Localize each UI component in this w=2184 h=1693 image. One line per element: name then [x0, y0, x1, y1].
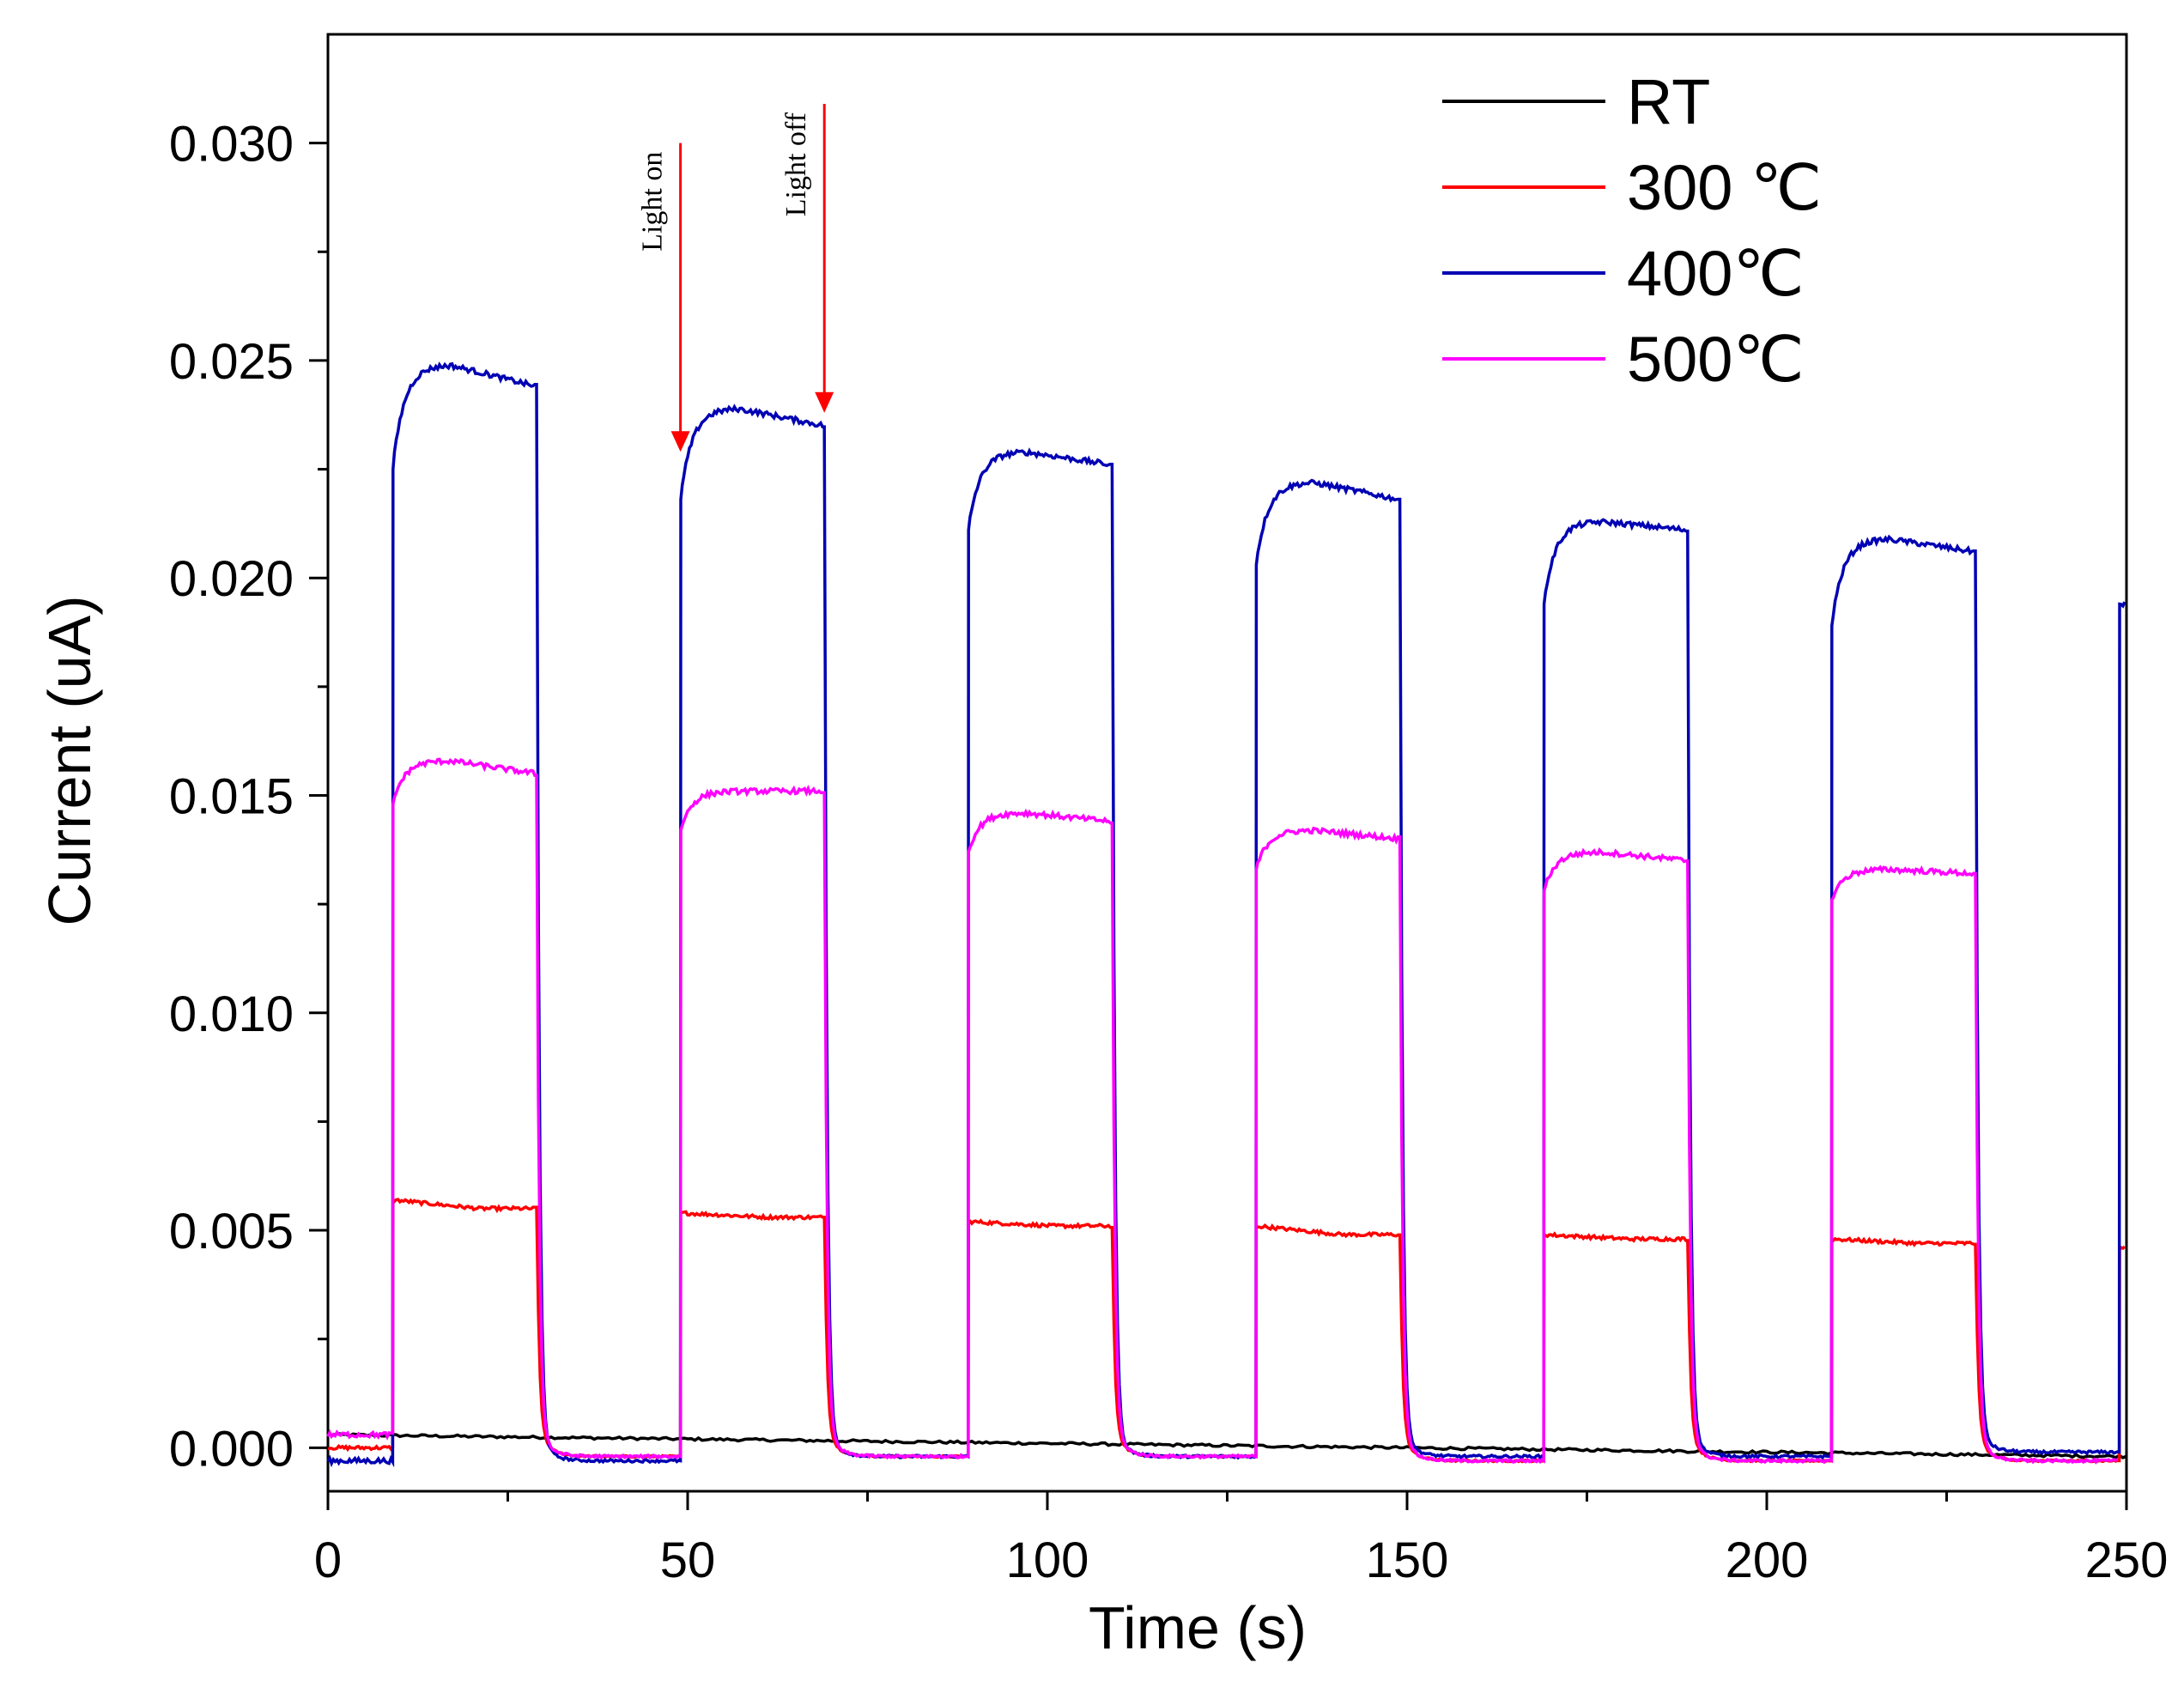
y-tick-label: 0.010 — [169, 986, 294, 1042]
legend-item: RT — [1442, 66, 1710, 137]
series-line-500c — [326, 757, 2118, 1465]
arrow-head — [670, 431, 690, 452]
series-line-rt — [327, 1432, 2127, 1459]
annotation-label: Light off — [780, 112, 812, 216]
series-layer — [326, 361, 2127, 1468]
arrow-head — [815, 391, 834, 413]
y-axis-title: Current (uA) — [36, 595, 103, 925]
legend: RT 300 ℃ 400℃ 500℃ — [1442, 66, 1822, 395]
y-tick-label: 0.025 — [169, 334, 294, 390]
annotation-arrow: Light off — [780, 104, 834, 413]
y-tick-label: 0.000 — [169, 1421, 294, 1477]
x-tick-label: 0 — [314, 1532, 342, 1588]
annotation-layer: Light on Light off — [637, 104, 834, 452]
y-tick-label: 0.020 — [169, 551, 294, 607]
tick-layer — [309, 142, 2128, 1510]
legend-label: RT — [1627, 66, 1710, 137]
plot-frame — [326, 33, 2128, 1493]
legend-item: 400℃ — [1442, 238, 1805, 309]
y-tick-label: 0.030 — [169, 117, 294, 173]
y-tick-label: 0.005 — [169, 1204, 294, 1259]
x-tick-label: 100 — [1006, 1532, 1089, 1588]
x-tick-label: 200 — [1726, 1532, 1809, 1588]
legend-label: 400℃ — [1627, 238, 1805, 309]
x-tick-label: 150 — [1366, 1532, 1449, 1588]
legend-item: 300 ℃ — [1442, 152, 1822, 223]
legend-item: 500℃ — [1442, 324, 1805, 395]
annotation-arrow: Light on — [637, 143, 690, 452]
x-tick-label: 250 — [2085, 1532, 2169, 1588]
legend-label: 300 ℃ — [1627, 152, 1822, 223]
series-line-300c — [327, 1196, 2126, 1464]
series-line-400c — [326, 361, 2126, 1468]
annotation-label: Light on — [637, 152, 669, 252]
y-tick-label: 0.015 — [169, 768, 294, 824]
legend-label: 500℃ — [1627, 324, 1805, 395]
x-axis-title: Time (s) — [1089, 1594, 1307, 1661]
tick-label-layer: 0 50 100 150 200 250 0.000 0.005 0.010 0.015 0.020… — [169, 117, 2169, 1588]
x-tick-label: 50 — [660, 1532, 716, 1588]
